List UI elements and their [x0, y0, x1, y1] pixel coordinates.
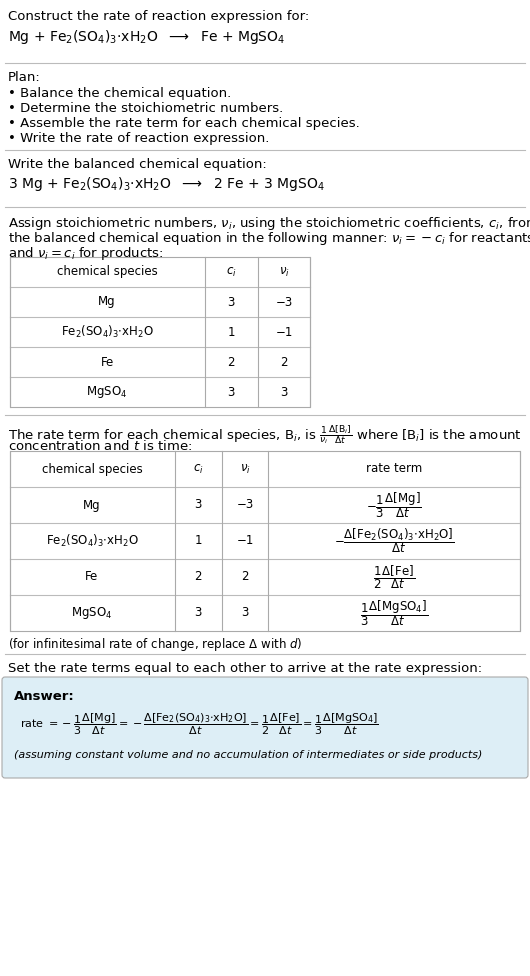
Text: $\dfrac{1}{3}\dfrac{\Delta[\mathrm{MgSO_4}]}{\Delta t}$: $\dfrac{1}{3}\dfrac{\Delta[\mathrm{MgSO_…: [360, 598, 428, 628]
Text: (assuming constant volume and no accumulation of intermediates or side products): (assuming constant volume and no accumul…: [14, 750, 482, 760]
Text: −1: −1: [236, 535, 254, 548]
Text: $-\dfrac{\Delta[\mathrm{Fe_2(SO_4)_3{\cdot}xH_2O}]}{\Delta t}$: $-\dfrac{\Delta[\mathrm{Fe_2(SO_4)_3{\cd…: [334, 527, 454, 555]
Text: • Balance the chemical equation.: • Balance the chemical equation.: [8, 87, 231, 100]
Text: 3: 3: [241, 606, 249, 620]
Text: (for infinitesimal rate of change, replace Δ with $d$): (for infinitesimal rate of change, repla…: [8, 636, 303, 653]
Text: • Assemble the rate term for each chemical species.: • Assemble the rate term for each chemic…: [8, 117, 360, 130]
Text: 3: 3: [195, 499, 202, 511]
Text: 3: 3: [227, 386, 235, 398]
Text: −3: −3: [276, 296, 293, 308]
Text: Mg: Mg: [98, 296, 116, 308]
Text: 2: 2: [227, 355, 235, 369]
Text: and $\nu_i = c_i$ for products:: and $\nu_i = c_i$ for products:: [8, 245, 164, 262]
Text: 1: 1: [227, 326, 235, 339]
Text: Fe: Fe: [85, 571, 99, 584]
Text: Answer:: Answer:: [14, 690, 75, 703]
Text: Write the balanced chemical equation:: Write the balanced chemical equation:: [8, 158, 267, 171]
Text: rate term: rate term: [366, 463, 422, 475]
Text: −1: −1: [275, 326, 293, 339]
Text: 2: 2: [241, 571, 249, 584]
Text: Mg: Mg: [83, 499, 101, 511]
Text: Mg + Fe$_2$(SO$_4$)$_3$$\cdot$xH$_2$O  $\longrightarrow$  Fe + MgSO$_4$: Mg + Fe$_2$(SO$_4$)$_3$$\cdot$xH$_2$O $\…: [8, 28, 285, 46]
Text: The rate term for each chemical species, B$_i$, is $\frac{1}{\nu_i}\frac{\Delta[: The rate term for each chemical species,…: [8, 423, 522, 446]
Text: $c_i$: $c_i$: [226, 265, 236, 278]
Text: • Write the rate of reaction expression.: • Write the rate of reaction expression.: [8, 132, 269, 145]
Text: Fe$_2$(SO$_4$)$_3$$\cdot$xH$_2$O: Fe$_2$(SO$_4$)$_3$$\cdot$xH$_2$O: [60, 324, 153, 340]
Bar: [10, 257, 310, 407]
Text: Fe: Fe: [100, 355, 113, 369]
FancyBboxPatch shape: [2, 677, 528, 778]
Text: 3 Mg + Fe$_2$(SO$_4$)$_3$$\cdot$xH$_2$O  $\longrightarrow$  2 Fe + 3 MgSO$_4$: 3 Mg + Fe$_2$(SO$_4$)$_3$$\cdot$xH$_2$O …: [8, 175, 325, 193]
Text: 3: 3: [227, 296, 235, 308]
Text: 1: 1: [195, 535, 202, 548]
Text: 3: 3: [280, 386, 288, 398]
Text: Set the rate terms equal to each other to arrive at the rate expression:: Set the rate terms equal to each other t…: [8, 662, 482, 675]
Text: −3: −3: [236, 499, 254, 511]
Text: rate $= -\dfrac{1}{3}\dfrac{\Delta[\mathrm{Mg}]}{\Delta t} = -\dfrac{\Delta[\mat: rate $= -\dfrac{1}{3}\dfrac{\Delta[\math…: [20, 712, 379, 738]
Text: 2: 2: [280, 355, 288, 369]
Text: Fe$_2$(SO$_4$)$_3$$\cdot$xH$_2$O: Fe$_2$(SO$_4$)$_3$$\cdot$xH$_2$O: [46, 533, 138, 549]
Text: concentration and $t$ is time:: concentration and $t$ is time:: [8, 439, 192, 453]
Bar: [10, 451, 520, 631]
Text: MgSO$_4$: MgSO$_4$: [86, 384, 128, 400]
Text: $\nu_i$: $\nu_i$: [279, 265, 289, 278]
Text: Construct the rate of reaction expression for:: Construct the rate of reaction expressio…: [8, 10, 309, 23]
Text: Plan:: Plan:: [8, 71, 41, 84]
Text: the balanced chemical equation in the following manner: $\nu_i = -c_i$ for react: the balanced chemical equation in the fo…: [8, 230, 530, 247]
Text: $\nu_i$: $\nu_i$: [240, 463, 250, 475]
Text: Assign stoichiometric numbers, $\nu_i$, using the stoichiometric coefficients, $: Assign stoichiometric numbers, $\nu_i$, …: [8, 215, 530, 232]
Text: • Determine the stoichiometric numbers.: • Determine the stoichiometric numbers.: [8, 102, 283, 115]
Text: MgSO$_4$: MgSO$_4$: [72, 605, 112, 621]
Text: chemical species: chemical species: [42, 463, 143, 475]
Text: $c_i$: $c_i$: [192, 463, 204, 475]
Text: $-\dfrac{1}{3}\dfrac{\Delta[\mathrm{Mg}]}{\Delta t}$: $-\dfrac{1}{3}\dfrac{\Delta[\mathrm{Mg}]…: [366, 490, 422, 520]
Text: chemical species: chemical species: [57, 265, 157, 278]
Text: 3: 3: [195, 606, 202, 620]
Text: 2: 2: [195, 571, 202, 584]
Text: $\dfrac{1}{2}\dfrac{\Delta[\mathrm{Fe}]}{\Delta t}$: $\dfrac{1}{2}\dfrac{\Delta[\mathrm{Fe}]}…: [373, 563, 415, 590]
